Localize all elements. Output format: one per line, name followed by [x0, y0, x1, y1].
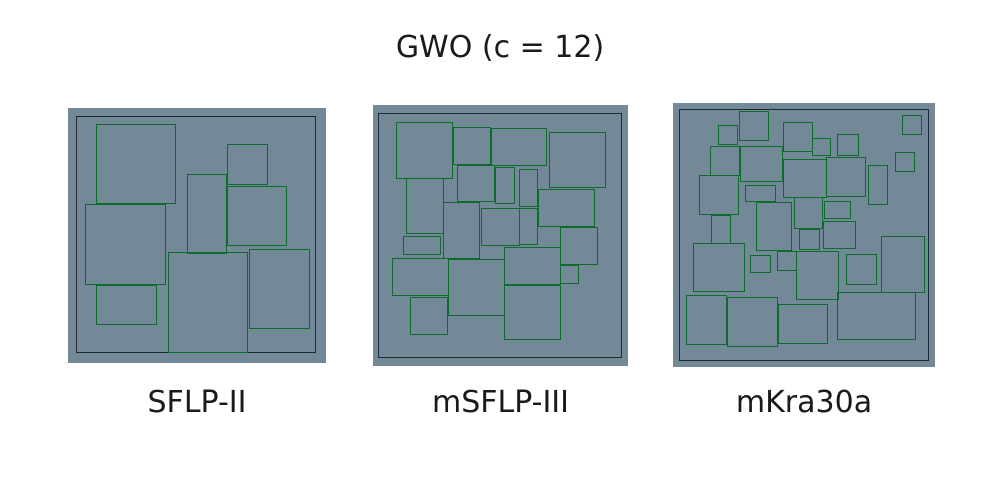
facility-block [902, 115, 922, 135]
facility-block [727, 297, 778, 347]
facility-block [710, 146, 740, 176]
facility-block [750, 255, 771, 273]
facility-block [504, 285, 561, 340]
facility-block [495, 167, 515, 204]
facility-block [491, 128, 547, 166]
facility-block [711, 215, 731, 244]
facility-block [799, 229, 820, 250]
facility-block [406, 178, 444, 234]
facility-block [519, 208, 538, 245]
facility-block [794, 197, 823, 229]
facility-block [227, 144, 268, 185]
facility-block [85, 204, 166, 285]
facility-block [868, 165, 888, 205]
facility-block [392, 258, 449, 296]
layout-mkra30a [673, 103, 935, 367]
facility-block [481, 208, 520, 246]
facility-block [739, 111, 769, 141]
floor-area [68, 108, 326, 363]
facility-block [837, 134, 859, 156]
facility-block [168, 252, 248, 353]
facility-block [227, 186, 287, 246]
facility-block [812, 138, 831, 156]
layout-caption: mSFLP-III [431, 385, 570, 420]
facility-block [778, 304, 828, 344]
facility-block [824, 201, 851, 219]
facility-block [96, 285, 157, 325]
facility-block [448, 259, 505, 316]
facility-block [538, 189, 595, 227]
facility-block [396, 122, 453, 179]
facility-block [740, 146, 783, 182]
plant-boundary [679, 109, 929, 361]
facility-block [457, 165, 495, 202]
facility-block [777, 251, 797, 271]
facility-block [756, 202, 792, 251]
facility-block [718, 125, 738, 145]
facility-block [187, 174, 227, 254]
facility-block [403, 236, 441, 255]
facility-block [549, 132, 606, 188]
plant-boundary [378, 113, 622, 358]
facility-block [453, 127, 491, 165]
layout-msflp-iii [373, 105, 628, 366]
facility-block [410, 297, 448, 335]
facility-block [519, 169, 538, 207]
facility-block [826, 157, 866, 197]
facility-block [837, 292, 916, 340]
facility-block [846, 254, 877, 285]
facility-block [745, 185, 776, 202]
facility-block [560, 265, 579, 284]
facility-block [504, 247, 561, 285]
facility-block [823, 221, 856, 249]
facility-block [796, 251, 839, 300]
layout-sflp-ii [68, 108, 326, 363]
facility-block [693, 243, 745, 292]
figure-title: GWO (c = 12) [395, 30, 605, 65]
facility-block [881, 236, 925, 293]
facility-block [783, 159, 827, 198]
facility-block [699, 175, 739, 215]
facility-block [895, 152, 915, 172]
layout-caption: SFLP-II [147, 385, 247, 420]
floor-area [673, 103, 935, 367]
facility-block [249, 249, 310, 329]
facility-block [560, 227, 598, 265]
facility-block [443, 202, 480, 259]
facility-block [783, 122, 813, 152]
layout-caption: mKra30a [735, 385, 873, 420]
facility-block [96, 124, 176, 204]
floor-area [373, 105, 628, 366]
facility-block [686, 295, 727, 345]
